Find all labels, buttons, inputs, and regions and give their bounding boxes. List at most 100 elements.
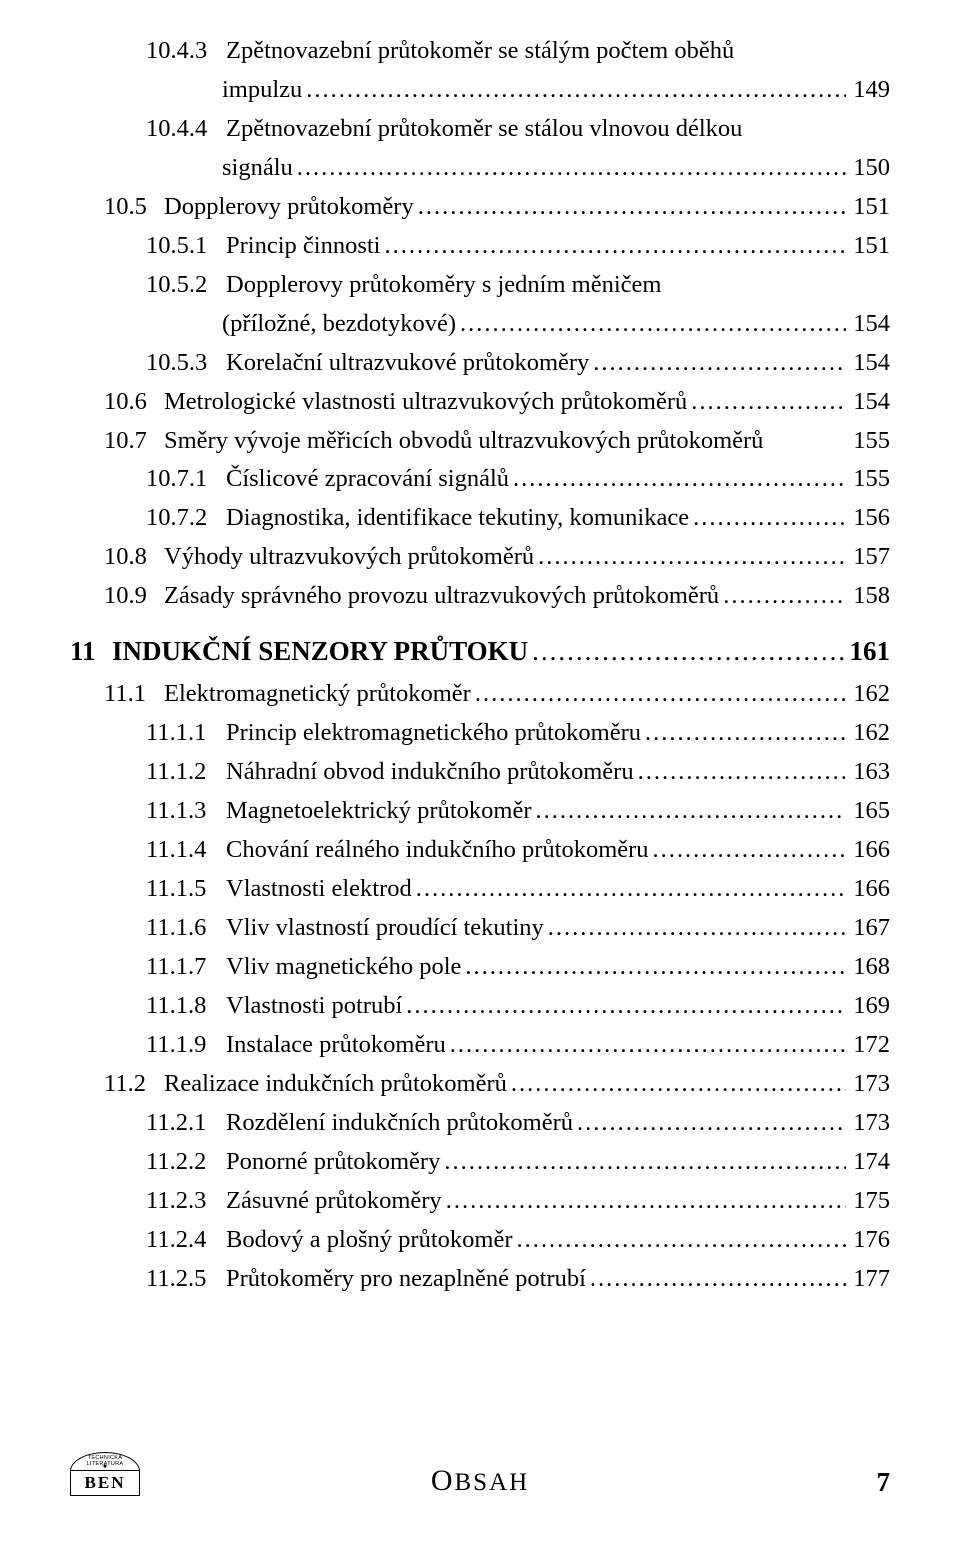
toc-leaders	[534, 538, 846, 577]
toc-leaders	[689, 499, 846, 538]
toc-page: 162	[846, 714, 890, 753]
toc-label: Princip elektromagnetického průtokoměru	[226, 714, 641, 753]
toc-label: Elektromagnetický průtokoměr	[164, 675, 471, 714]
toc-entry: 10.4.3Zpětnovazební průtokoměr se stálým…	[70, 32, 890, 71]
toc-number: 10.4.3	[146, 32, 226, 71]
toc-page: 165	[846, 792, 890, 831]
toc-page: 151	[846, 188, 890, 227]
toc-leaders	[471, 675, 846, 714]
toc-entry: 11.1.5Vlastnosti elektrod166	[70, 870, 890, 909]
toc-leaders	[302, 71, 846, 110]
toc-label: Rozdělení indukčních průtokoměrů	[226, 1104, 573, 1143]
toc-label: Dopplerovy průtokoměry	[164, 188, 414, 227]
toc-page: 173	[846, 1065, 890, 1104]
toc-entry: 10.7.2Diagnostika, identifikace tekutiny…	[70, 499, 890, 538]
toc-entry: 10.5.3Korelační ultrazvukové průtokoměry…	[70, 344, 890, 383]
toc-number: 10.8	[104, 538, 164, 577]
toc-number: 11.1.7	[146, 948, 226, 987]
toc-entry: 10.5Dopplerovy průtokoměry151	[70, 188, 890, 227]
footer-section-first-letter: O	[431, 1464, 455, 1497]
toc-leaders	[461, 948, 846, 987]
toc-leaders	[442, 1182, 846, 1221]
toc-entry: 10.6Metrologické vlastnosti ultrazvukový…	[70, 383, 890, 422]
toc-page: 176	[846, 1221, 890, 1260]
toc-number: 11.2.4	[146, 1221, 226, 1260]
toc-entry: 10.5.1Princip činnosti151	[70, 227, 890, 266]
toc-number: 10.7	[104, 422, 164, 461]
toc-leaders	[507, 1065, 846, 1104]
toc-entry: 11.1Elektromagnetický průtokoměr 162	[70, 675, 890, 714]
toc-entry: 10.7.1Číslicové zpracování signálů155	[70, 460, 890, 499]
toc-page: 157	[846, 538, 890, 577]
toc-number: 10.7.2	[146, 499, 226, 538]
toc-label: Magnetoelektrický průtokoměr	[226, 792, 531, 831]
toc-entry: signálu150	[70, 149, 890, 188]
toc-page: 158	[846, 577, 890, 616]
toc-label: Instalace průtokoměru	[226, 1026, 446, 1065]
toc-number: 11.1.8	[146, 987, 226, 1026]
toc-page: 10.4.3Zpětnovazební průtokoměr se stálým…	[0, 0, 960, 1298]
toc-number: 11.2.2	[146, 1143, 226, 1182]
toc-label: Zásady správného provozu ultrazvukových …	[164, 577, 719, 616]
publisher-logo: TECHNICKÁ LITERATURA ✦ BEN	[70, 1452, 140, 1498]
toc-entry: 11.2.2Ponorné průtokoměry174	[70, 1143, 890, 1182]
toc-leaders	[586, 1260, 846, 1299]
toc-leaders	[412, 870, 846, 909]
toc-leaders	[641, 714, 846, 753]
toc-page: 154	[846, 305, 890, 344]
toc-page: 154	[846, 383, 890, 422]
toc-page: 166	[846, 831, 890, 870]
toc-leaders	[634, 753, 846, 792]
toc-number: 11.1	[104, 675, 164, 714]
toc-number: 10.4.4	[146, 110, 226, 149]
toc-page: 173	[846, 1104, 890, 1143]
toc-number: 11.2.5	[146, 1260, 226, 1299]
toc-leaders	[456, 305, 846, 344]
toc-label: Náhradní obvod indukčního průtokoměru	[226, 753, 634, 792]
toc-page: 163	[846, 753, 890, 792]
toc-label: Bodový a plošný průtokoměr	[226, 1221, 513, 1260]
toc-number: 11.1.3	[146, 792, 226, 831]
chapter-label: INDUKČNÍ SENZORY PRŮTOKU	[112, 630, 528, 673]
toc-number: 11.1.6	[146, 909, 226, 948]
toc-entry: 10.9Zásady správného provozu ultrazvukov…	[70, 577, 890, 616]
toc-number: 11.1.4	[146, 831, 226, 870]
toc-page: 167	[846, 909, 890, 948]
toc-leaders	[649, 831, 846, 870]
toc-entry: 11.1.3Magnetoelektrický průtokoměr 165	[70, 792, 890, 831]
toc-number: 11.2.3	[146, 1182, 226, 1221]
toc-entry: 11.1.9Instalace průtokoměru172	[70, 1026, 890, 1065]
toc-label: Dopplerovy průtokoměry s jedním měničem	[226, 266, 661, 305]
toc-page: 155	[853, 422, 890, 461]
toc-leaders	[440, 1143, 846, 1182]
toc-entry: 10.5.2Dopplerovy průtokoměry s jedním mě…	[70, 266, 890, 305]
footer-section-label: OBSAH	[431, 1464, 529, 1498]
toc-number: 11.1.9	[146, 1026, 226, 1065]
toc-number: 11.2.1	[146, 1104, 226, 1143]
toc-page: 177	[846, 1260, 890, 1299]
toc-page: 162	[846, 675, 890, 714]
toc-entry: 11.2.1Rozdělení indukčních průtokoměrů 17…	[70, 1104, 890, 1143]
toc-label: Zpětnovazební průtokoměr se stálou vlnov…	[226, 110, 742, 149]
chapter-page: 161	[846, 630, 890, 673]
toc-entry: 11.1.7Vliv magnetického pole168	[70, 948, 890, 987]
toc-number: 11.1.2	[146, 753, 226, 792]
toc-entry: 11.2Realizace indukčních průtokoměrů173	[70, 1065, 890, 1104]
toc-number: 11.2	[104, 1065, 164, 1104]
toc-page: 151	[846, 227, 890, 266]
toc-label: Vliv vlastností proudící tekutiny	[226, 909, 544, 948]
toc-number: 10.5.2	[146, 266, 226, 305]
toc-page: 154	[846, 344, 890, 383]
toc-leaders	[573, 1104, 846, 1143]
toc-leaders	[687, 383, 846, 422]
toc-label: Výhody ultrazvukových průtokoměrů	[164, 538, 534, 577]
toc-leaders	[528, 630, 846, 673]
page-footer: TECHNICKÁ LITERATURA ✦ BEN OBSAH 7	[70, 1452, 890, 1498]
toc-number: 10.9	[104, 577, 164, 616]
toc-label: Metrologické vlastnosti ultrazvukových p…	[164, 383, 687, 422]
toc-label-continuation: signálu	[222, 149, 293, 188]
toc-number: 10.7.1	[146, 460, 226, 499]
toc-label: Diagnostika, identifikace tekutiny, komu…	[226, 499, 689, 538]
toc-label: Korelační ultrazvukové průtokoměry	[226, 344, 589, 383]
toc-leaders	[380, 227, 846, 266]
